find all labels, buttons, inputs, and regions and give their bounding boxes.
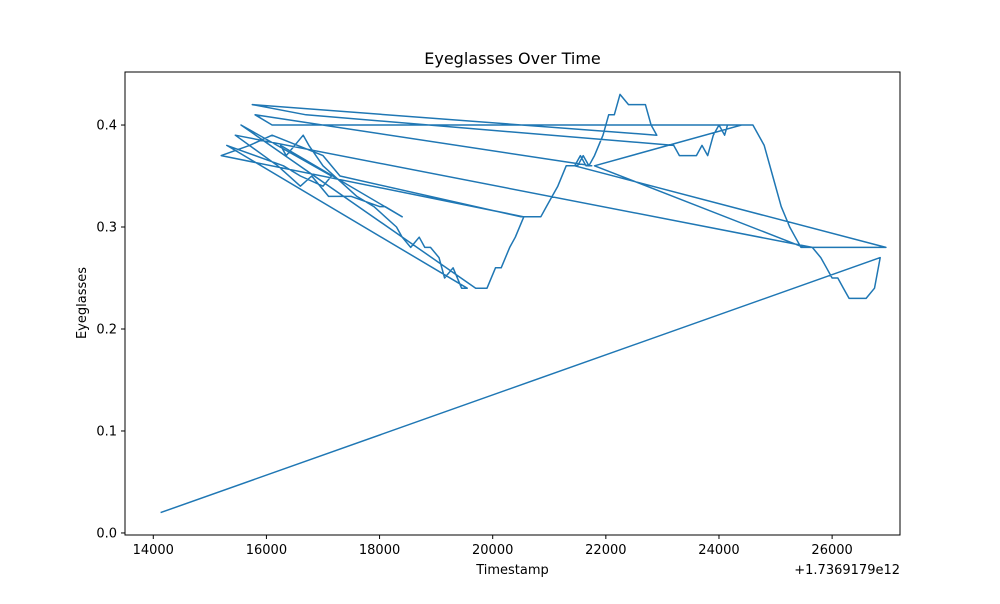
x-tick-label: 14000 <box>133 543 174 558</box>
x-tick-label: 26000 <box>811 543 852 558</box>
y-tick-label: 0.3 <box>96 221 117 236</box>
x-tick-label: 24000 <box>698 543 739 558</box>
y-tick-label: 0.0 <box>96 526 117 541</box>
chart-title: Eyeglasses Over Time <box>424 49 601 68</box>
y-tick-label: 0.1 <box>96 424 117 439</box>
x-tick-label: 18000 <box>359 543 400 558</box>
x-axis-label: Timestamp <box>475 563 549 578</box>
series-line <box>160 93 887 514</box>
axes-frame <box>124 71 901 536</box>
x-tick-label: 20000 <box>472 543 513 558</box>
y-axis-label: Eyeglasses <box>75 267 90 339</box>
x-axis: 14000 16000 18000 20000 22000 24000 26000 <box>133 535 853 558</box>
x-axis-offset-label: +1.7369179e12 <box>794 563 900 578</box>
x-tick-label: 22000 <box>585 543 626 558</box>
y-tick-label: 0.4 <box>96 119 117 134</box>
y-axis: 0.0 0.1 0.2 0.3 0.4 <box>96 119 125 541</box>
plot-area <box>124 71 901 536</box>
x-tick-label: 16000 <box>246 543 287 558</box>
y-tick-label: 0.2 <box>96 322 117 337</box>
